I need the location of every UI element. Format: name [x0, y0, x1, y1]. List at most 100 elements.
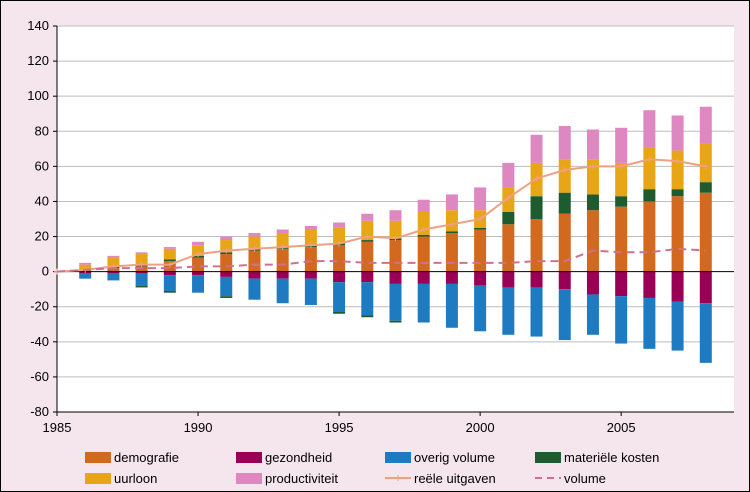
legend-label: materiële kosten [564, 450, 659, 465]
bar-segment [361, 220, 374, 241]
bar-segment [220, 276, 233, 297]
bar-segment [333, 227, 346, 244]
bar-segment [192, 257, 205, 272]
y-tick-label: 20 [35, 229, 49, 244]
bar-segment [445, 231, 458, 234]
bar-segment [445, 210, 458, 232]
bar-segment [361, 241, 374, 272]
bar-segment [643, 201, 656, 272]
bar-segment [699, 182, 712, 193]
legend-item: gezondheid [236, 450, 332, 465]
bar-segment [304, 271, 317, 279]
bar-segment [474, 285, 487, 332]
bar-segment [699, 143, 712, 183]
legend-label: demografie [114, 450, 179, 465]
legend-swatch [236, 452, 262, 463]
bar-segment [643, 110, 656, 148]
bar-segment [586, 271, 599, 295]
legend-item: reële uitgaven [385, 471, 496, 486]
bar-segment [671, 189, 684, 197]
bar-segment [502, 287, 515, 335]
bar-segment [135, 271, 148, 274]
bar-segment [304, 278, 317, 305]
bar-segment [474, 271, 487, 286]
bar-segment [248, 233, 261, 237]
bar-segment [361, 282, 374, 316]
legend-item: volume [535, 471, 606, 486]
bar-segment [474, 227, 487, 230]
bar-segment [389, 240, 402, 272]
legend-label: volume [564, 471, 606, 486]
y-tick-label: 100 [27, 88, 49, 103]
bar-segment [615, 196, 628, 207]
bar-segment [220, 296, 233, 298]
bar-segment [643, 271, 656, 298]
bar-segment [530, 287, 543, 337]
y-tick-label: 40 [35, 193, 49, 208]
bar-segment [417, 271, 430, 284]
legend-swatch [236, 473, 262, 484]
bar-segment [586, 210, 599, 272]
bar-segment [389, 220, 402, 239]
bar-segment [276, 278, 289, 304]
bar-segment [445, 271, 458, 284]
bar-segment [417, 199, 430, 212]
bar-segment [643, 189, 656, 202]
legend-item: demografie [85, 450, 179, 465]
bar-segment [248, 278, 261, 300]
bar-segment [530, 271, 543, 288]
bar-segment [558, 126, 571, 160]
bar-segment [417, 234, 430, 237]
x-tick-label: 1990 [184, 420, 213, 435]
bar-segment [79, 262, 92, 265]
x-tick-label: 2005 [607, 420, 636, 435]
bar-segment [220, 254, 233, 272]
bar-segment [671, 301, 684, 351]
bar-segment [361, 271, 374, 283]
x-tick-label: 1995 [325, 420, 354, 435]
bar-segment [333, 245, 346, 272]
bar-segment [586, 129, 599, 160]
reele-uitgaven-line [56, 158, 706, 273]
bar-segment [586, 159, 599, 195]
bar-segment [615, 127, 628, 163]
legend-label: gezondheid [265, 450, 332, 465]
bar-segment [163, 247, 176, 249]
bar-segment [445, 283, 458, 328]
legend-label: reële uitgaven [414, 471, 496, 486]
bar-segment [304, 247, 317, 272]
bar-segment [530, 219, 543, 272]
bar-segment [615, 271, 628, 297]
bar-segment [220, 240, 233, 253]
bar-segment [389, 210, 402, 221]
legend-item: productiviteit [236, 471, 338, 486]
bar-segment [699, 271, 712, 304]
legend-label: overig volume [414, 450, 495, 465]
bar-segment [474, 229, 487, 272]
bar-segment [276, 248, 289, 272]
bar-segment [304, 229, 317, 246]
x-tick-label: 2000 [466, 420, 495, 435]
y-tick-label: -40 [30, 334, 49, 349]
y-tick-label: -80 [30, 404, 49, 419]
legend-swatch [385, 452, 411, 463]
bar-segment [502, 211, 515, 225]
legend-label: productiviteit [265, 471, 338, 486]
bar-segment [107, 271, 120, 274]
bar-segment [558, 271, 571, 290]
bar-segment [276, 229, 289, 234]
bar-segment [107, 273, 120, 281]
bar-segment [671, 271, 684, 302]
bar-segment [615, 206, 628, 272]
bar-segment [135, 285, 148, 288]
legend-swatch [85, 452, 111, 463]
bar-segment [502, 271, 515, 288]
y-tick-label: 140 [27, 18, 49, 33]
y-tick-label: 60 [35, 158, 49, 173]
bar-segment [107, 268, 120, 272]
bar-segment [248, 236, 261, 249]
bar-segment [192, 271, 205, 276]
bar-segment [530, 134, 543, 163]
y-tick-label: -20 [30, 299, 49, 314]
